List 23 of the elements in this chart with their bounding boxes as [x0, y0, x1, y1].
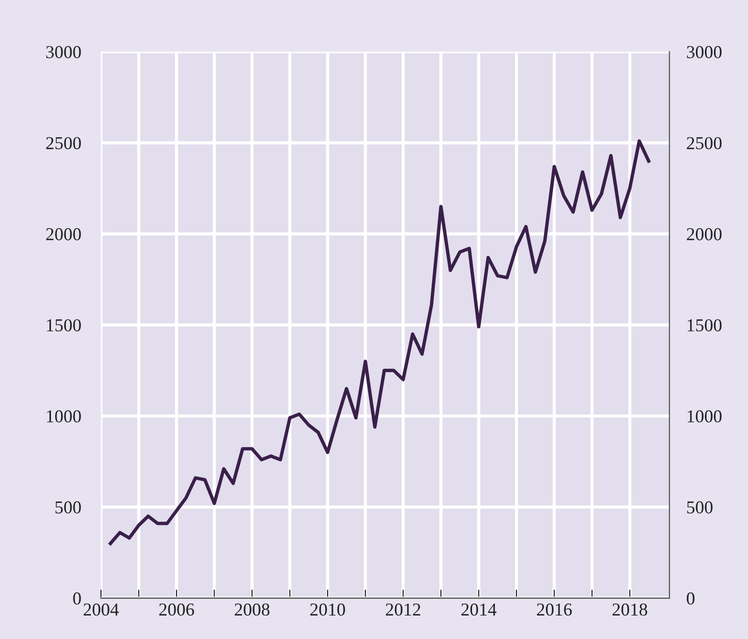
y2-tick-label: 0 [686, 592, 694, 605]
y-tick-label: 500 [56, 501, 81, 514]
y2-tick-label: 500 [687, 501, 713, 514]
y-tick-label: 1000 [47, 410, 81, 422]
y2-tick-label: 3000 [686, 46, 722, 58]
y-tick-label: 2000 [46, 228, 81, 240]
y-tick-label: 2500 [46, 137, 81, 150]
y2-tick-label: 2500 [686, 137, 722, 150]
x-tick-label: 2016 [536, 603, 572, 616]
y2-tick-label: 1000 [688, 410, 722, 422]
x-tick-label: 2006 [159, 603, 194, 616]
x-tick-label: 2014 [461, 603, 496, 616]
x-tick-label: 2012 [386, 603, 420, 616]
y-tick-label: 0 [73, 592, 81, 605]
y2-tick-label: 1500 [688, 319, 722, 332]
y2-tick-label: 2000 [686, 228, 722, 240]
x-tick-label: 2008 [234, 603, 270, 616]
line-series [108, 139, 650, 546]
y-tick-label: 3000 [46, 46, 81, 58]
x-tick-label: 2018 [612, 603, 648, 616]
y-tick-label: 1500 [47, 319, 81, 332]
x-tick-label: 2010 [310, 603, 345, 616]
x-tick-label: 2004 [84, 603, 119, 616]
